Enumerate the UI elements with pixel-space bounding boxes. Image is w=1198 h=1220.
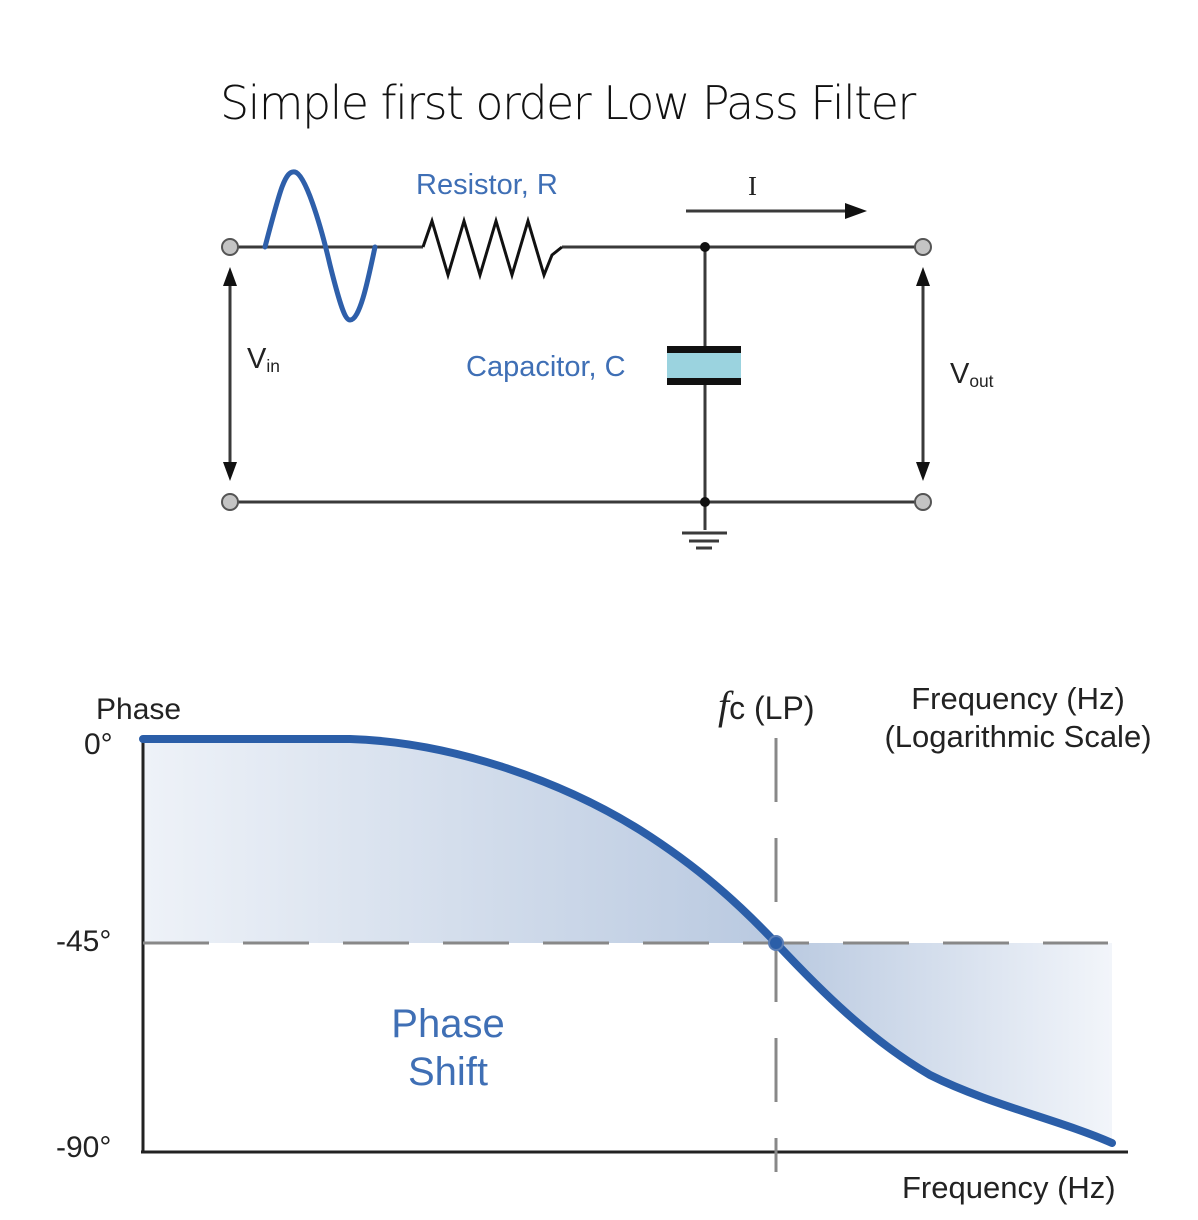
current-arrow-icon (686, 203, 867, 219)
resistor-icon (421, 215, 563, 281)
current-label: I (748, 171, 757, 201)
annotation-line2: Shift (407, 1050, 489, 1094)
annotation-line1: Phase (391, 1002, 505, 1046)
ground-icon (682, 531, 727, 550)
x-axis-title-bottom: Frequency (Hz) (902, 1170, 1116, 1205)
x-axis-title-line1: Frequency (Hz) (911, 681, 1125, 716)
capacitor-icon (667, 247, 741, 530)
vout-arrow-icon (916, 267, 930, 481)
y-tick-0: 0° (84, 728, 113, 761)
phase-fill-lower (776, 943, 1112, 1143)
fc-symbol: f (718, 683, 730, 728)
fc-label: fc (LP) (718, 682, 814, 729)
phase-plot (139, 735, 1128, 1172)
diagram-title: Simple first order Low Pass Filter (220, 76, 916, 130)
capacitor-label: Capacitor, C (466, 351, 626, 383)
vout-label-sub: out (969, 371, 994, 392)
vout-label-main: V (950, 358, 970, 390)
vin-arrow-icon (223, 267, 237, 481)
phase-shift-annotation: Phase Shift (378, 1000, 518, 1096)
cutoff-point-marker (768, 935, 784, 951)
input-terminal-top (221, 238, 239, 256)
x-axis-title-top: Frequency (Hz) (Logarithmic Scale) (868, 680, 1168, 756)
circuit-schematic (221, 169, 932, 550)
vin-label: Vin (247, 343, 280, 377)
x-axis-title-line2: (Logarithmic Scale) (884, 719, 1152, 754)
junction-dot-bottom (700, 497, 710, 507)
resistor-label: Resistor, R (416, 169, 558, 201)
junction-dot-top (700, 242, 710, 252)
y-axis-title: Phase (96, 693, 182, 726)
vout-label: Vout (950, 358, 994, 392)
phase-fill-upper (143, 739, 776, 943)
input-terminal-bottom (221, 493, 239, 511)
y-tick-minus-90: -90° (56, 1131, 112, 1164)
vin-label-sub: in (266, 356, 280, 377)
vin-label-main: V (247, 343, 267, 375)
output-terminal-bottom (914, 493, 932, 511)
fc-suffix: c (LP) (729, 690, 815, 726)
output-terminal-top (914, 238, 932, 256)
y-tick-minus-45: -45° (56, 925, 112, 958)
sine-wave-icon (262, 169, 378, 323)
phase-curve (139, 735, 1116, 1147)
